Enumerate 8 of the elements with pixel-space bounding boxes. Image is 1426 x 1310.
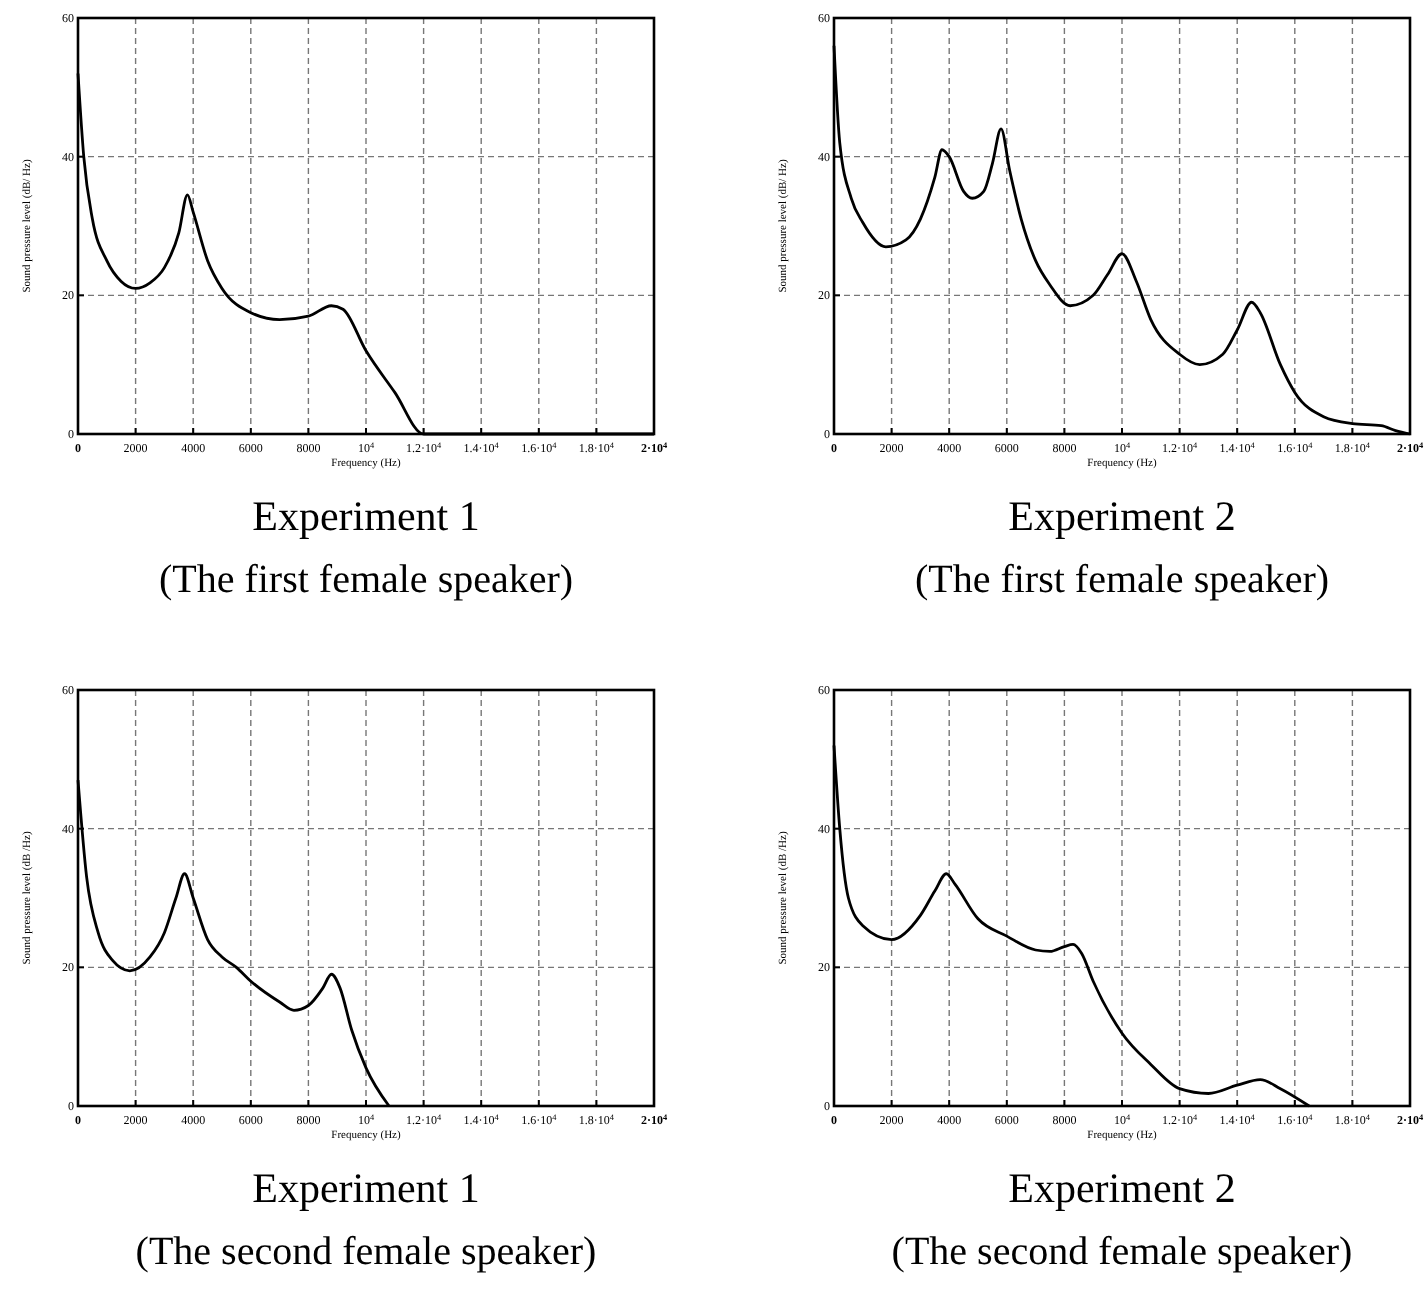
text: Experiment 2 bbox=[1008, 1164, 1236, 1212]
text: (The first female speaker) bbox=[914, 558, 1330, 602]
text: Experiment 1 bbox=[252, 492, 480, 540]
text: Experiment 2 bbox=[1008, 492, 1236, 540]
text: Experiment 1 bbox=[252, 1164, 480, 1212]
text: (The second female speaker) bbox=[135, 1230, 597, 1274]
text: (The second female speaker) bbox=[891, 1230, 1353, 1274]
text: (The first female speaker) bbox=[158, 558, 574, 602]
